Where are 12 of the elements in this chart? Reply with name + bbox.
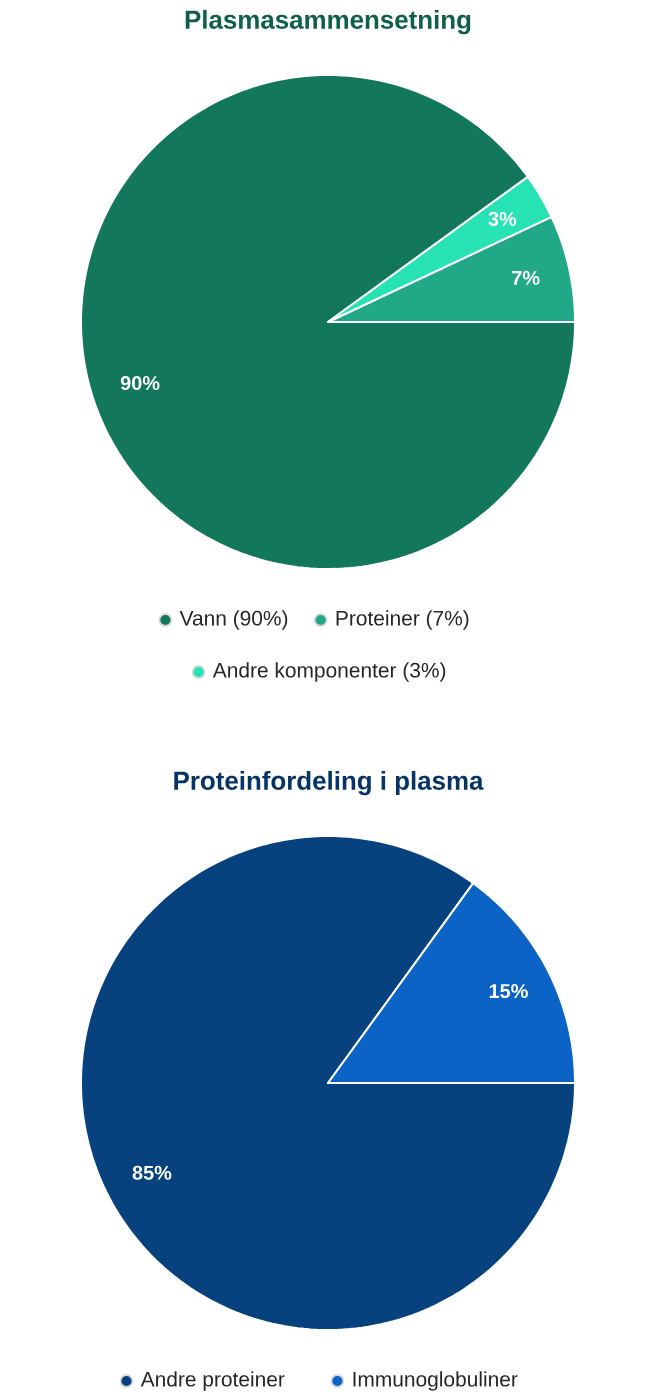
data-label: 90%	[120, 376, 160, 391]
legend-label: Andre proteiner	[140, 1371, 285, 1391]
legend-label: Immunoglobuliner	[353, 1371, 518, 1391]
legend-label: Andre komponenter (3%)	[212, 662, 446, 682]
legend-label: Vann (90%)	[179, 610, 288, 630]
data-label: 7%	[512, 270, 540, 285]
legend-label: Proteiner (7%)	[336, 610, 469, 630]
data-label: 15%	[489, 984, 528, 999]
data-label: 3%	[488, 211, 517, 226]
chart-title: Proteinfordeling i plasma	[174, 770, 484, 796]
chart-title: Plasmasammensetning	[185, 9, 471, 35]
data-label: 85%	[132, 1165, 172, 1180]
